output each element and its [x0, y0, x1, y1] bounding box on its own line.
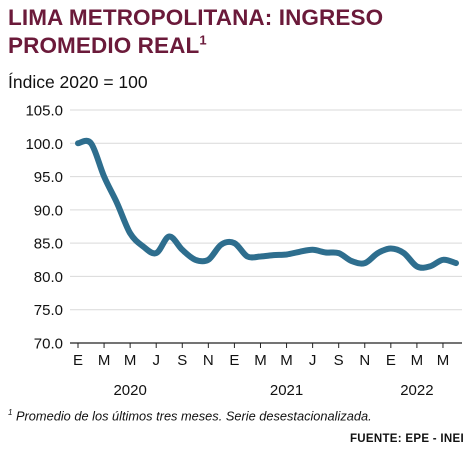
x-axis-years: 2020 2021 2022: [113, 382, 433, 399]
x-tick-label: S: [177, 352, 187, 369]
year-label: 2020: [113, 382, 146, 399]
x-tick-label: S: [334, 352, 344, 369]
x-tick-label: M: [254, 352, 267, 369]
title-line-2: PROMEDIO REAL1: [8, 32, 468, 60]
chart-title: LIMA METROPOLITANA: INGRESO PROMEDIO REA…: [8, 4, 468, 60]
y-tick-label: 75.0: [34, 302, 63, 319]
x-tick-label: E: [229, 352, 239, 369]
footnote-marker: 1: [8, 408, 13, 417]
title-footnote-marker: 1: [199, 32, 207, 48]
y-tick-label: 105.0: [25, 103, 63, 120]
y-tick-label: 70.0: [34, 336, 63, 353]
x-tick-label: J: [309, 352, 317, 369]
x-tick-label: M: [411, 352, 424, 369]
x-tick-label: J: [152, 352, 160, 369]
x-tick-label: M: [280, 352, 293, 369]
y-tick-label: 100.0: [25, 136, 63, 153]
x-tick-label: N: [359, 352, 370, 369]
footnote-text: Promedio de los últimos tres meses. Seri…: [12, 408, 372, 424]
title-line-1: LIMA METROPOLITANA: INGRESO: [8, 5, 384, 30]
grid-lines: [70, 109, 462, 311]
y-tick-label: 90.0: [34, 202, 63, 219]
footnote: 1 Promedio de los últimos tres meses. Se…: [8, 408, 372, 423]
x-tick-label: E: [73, 352, 83, 369]
series-line: [75, 137, 459, 271]
x-tick-label: E: [386, 352, 396, 369]
y-tick-label: 80.0: [34, 269, 63, 286]
x-tick-label: M: [124, 352, 137, 369]
y-tick-label: 85.0: [34, 236, 63, 253]
x-tick-label: N: [203, 352, 214, 369]
x-tick-label: M: [98, 352, 111, 369]
chart-subtitle: Índice 2020 = 100: [8, 72, 148, 92]
x-tick-label: M: [437, 352, 450, 369]
y-tick-label: 95.0: [34, 169, 63, 186]
source-note: FUENTE: EPE - INEI: [349, 433, 464, 445]
y-axis-ticks: 105.0 100.0 95.0 90.0 85.0 80.0 75.0 70.0: [25, 103, 63, 353]
title-line-2-text: PROMEDIO REAL: [8, 33, 200, 58]
year-label: 2021: [270, 382, 303, 399]
year-label: 2022: [400, 382, 433, 399]
